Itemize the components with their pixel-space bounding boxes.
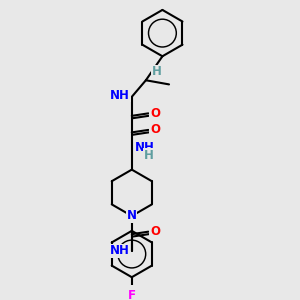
Text: F: F xyxy=(128,289,136,300)
Text: N: N xyxy=(127,209,137,223)
Text: NH: NH xyxy=(110,89,130,102)
Text: NH: NH xyxy=(135,141,155,154)
Text: NH: NH xyxy=(110,244,129,257)
Text: O: O xyxy=(150,107,160,120)
Text: H: H xyxy=(143,149,153,162)
Text: O: O xyxy=(150,123,160,136)
Text: O: O xyxy=(150,225,160,238)
Text: H: H xyxy=(152,65,162,79)
